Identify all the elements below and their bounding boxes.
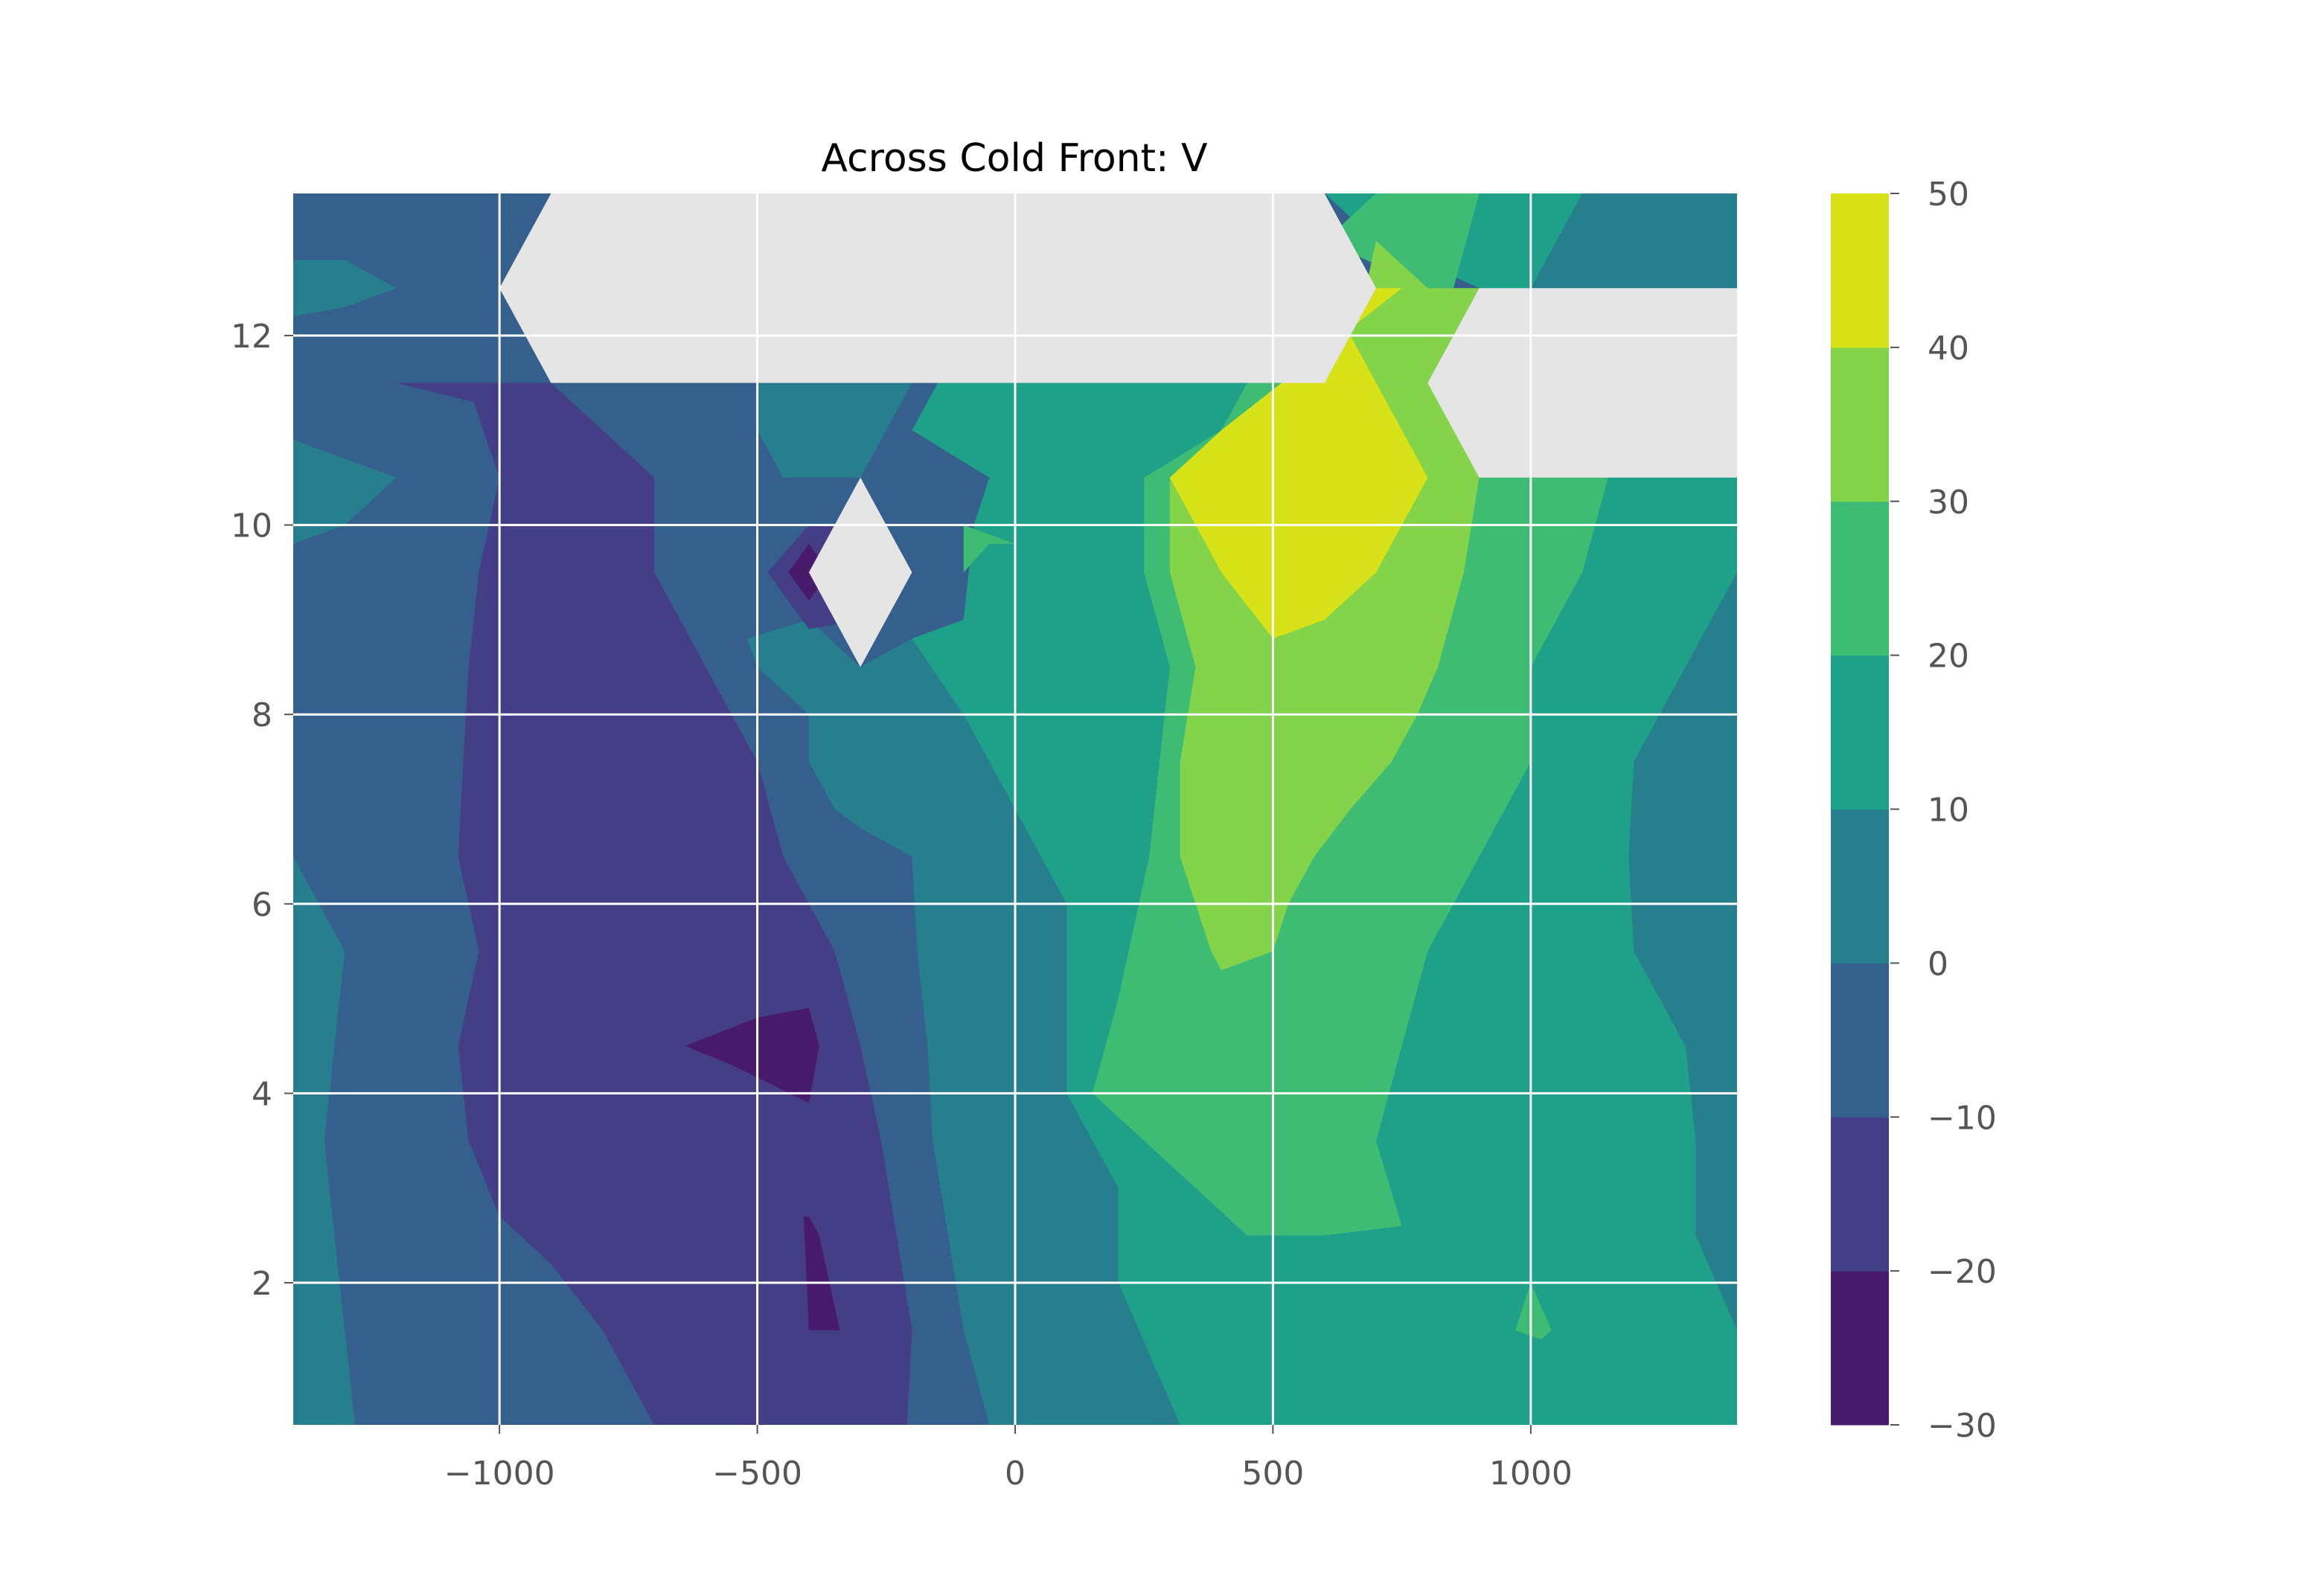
chart-title: Across Cold Front: V [821,136,1208,181]
colorbar-tick-label-3: 0 [1928,945,1948,983]
contour-region-6 [1530,193,1737,289]
contour-region-13 [1515,1283,1552,1340]
y-tick-label-1: 4 [252,1075,272,1113]
contour-region-7 [1628,572,1737,1425]
x-axis: −1000 −500 0 500 1000 [444,1425,1573,1493]
x-tick-label-1: −500 [712,1455,802,1493]
colorbar-tick-label-0: −30 [1928,1407,1997,1445]
colorbar-tick-label-5: 20 [1928,638,1969,676]
colorbar-tick-label-6: 30 [1928,484,1969,522]
y-tick-label-3: 8 [252,696,272,734]
plot-area [293,193,1737,1425]
x-tick-label-2: 0 [1005,1455,1026,1493]
contour-region-19 [685,1007,819,1103]
colorbar-tick-label-7: 40 [1928,330,1969,368]
contour-region-4 [746,619,1180,1425]
missing-region-2 [1427,288,1737,478]
missing-region-0 [499,193,1376,383]
contour-region-16 [1169,288,1428,639]
colorbar-segment-2 [1831,963,1889,1118]
grid-lines [293,193,1737,1425]
colorbar-segment-1 [1831,1117,1889,1272]
x-tick-label-3: 500 [1241,1455,1304,1493]
y-tick-label-0: 2 [252,1265,272,1303]
x-tick-label-4: 1000 [1489,1455,1573,1493]
y-tick-label-4: 10 [231,507,272,545]
colorbar-segment-6 [1831,347,1889,502]
y-tick-label-2: 6 [252,886,272,924]
colorbar-tick-label-1: −20 [1928,1253,1997,1291]
colorbar-segment-3 [1831,809,1889,964]
contour-region-15 [1324,240,1480,383]
colorbar-tick-label-8: 50 [1928,176,1969,214]
contour-region-11 [963,525,1015,573]
contour-region-3 [293,260,397,317]
contour-region-20 [803,1216,840,1330]
x-tick-label-0: −1000 [444,1455,555,1493]
colorbar-tick-label-4: 10 [1928,792,1969,830]
contour-region-5 [757,382,912,478]
y-tick-label-5: 12 [231,318,272,356]
colorbar-segment-7 [1831,193,1889,348]
colorbar-segment-0 [1831,1271,1889,1426]
colorbar-tick-label-2: −10 [1928,1099,1997,1137]
contour-region-2 [293,440,397,544]
contour-region-12 [1324,193,1480,289]
colorbar-segment-5 [1831,501,1889,656]
colorbar-segment-4 [1831,655,1889,810]
colorbar: −30 −20 −10 0 10 20 30 40 50 [1831,176,1997,1445]
y-axis: 2 4 6 8 10 12 [231,318,293,1303]
